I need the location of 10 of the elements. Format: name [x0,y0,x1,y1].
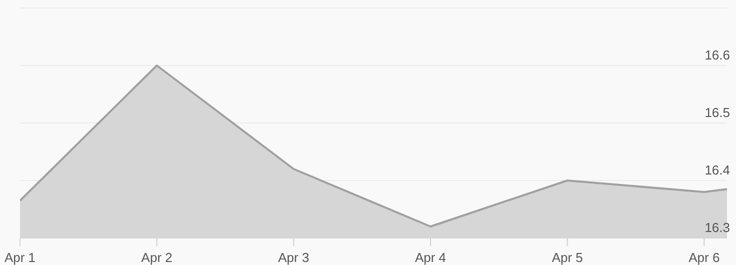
x-tick-label: Apr 3 [278,250,310,265]
y-tick-label: 16.6 [704,48,730,62]
y-tick-label: 16.5 [704,105,730,120]
x-tick-label: Apr 4 [414,250,446,265]
y-tick-label: 16.3 [704,220,730,235]
x-tick-label: Apr 1 [4,250,36,265]
x-tick-label: Apr 6 [688,250,720,265]
x-tick-label: Apr 2 [141,250,172,265]
y-tick-label: 16.4 [704,162,730,178]
x-tick-label: Apr 5 [552,250,583,265]
